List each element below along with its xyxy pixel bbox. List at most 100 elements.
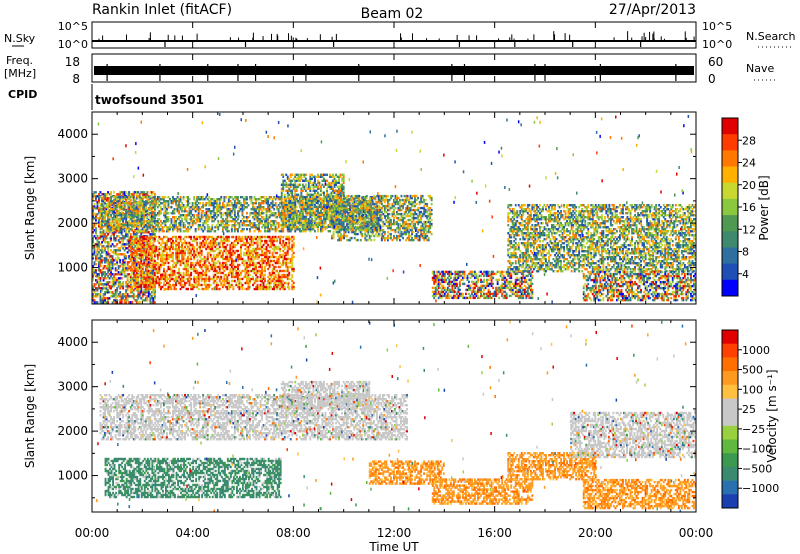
power-cell bbox=[176, 241, 179, 245]
power-cell bbox=[176, 275, 179, 279]
power-cell bbox=[141, 214, 144, 217]
power-cell bbox=[199, 275, 202, 279]
power-cell bbox=[298, 222, 301, 225]
power-cell bbox=[187, 269, 189, 273]
power-cell bbox=[212, 263, 215, 267]
power-cell bbox=[224, 273, 227, 277]
power-cell bbox=[246, 269, 248, 273]
power-cell bbox=[274, 196, 277, 199]
power-cell bbox=[147, 273, 150, 277]
power-cell bbox=[155, 198, 158, 201]
power-cell bbox=[200, 226, 203, 229]
power-cell bbox=[117, 230, 120, 233]
power-cell bbox=[113, 277, 115, 280]
power-cell bbox=[291, 267, 294, 271]
power-cell bbox=[271, 251, 274, 255]
power-cell bbox=[96, 259, 99, 262]
power-cell bbox=[160, 237, 162, 241]
power-cell bbox=[194, 230, 197, 233]
power-cell bbox=[95, 219, 97, 222]
power-cell bbox=[233, 222, 236, 225]
power-cell bbox=[197, 261, 200, 265]
power-cell bbox=[241, 206, 244, 209]
power-cell bbox=[255, 237, 257, 241]
power-cell bbox=[169, 283, 171, 287]
power-cell bbox=[170, 277, 173, 281]
power-cell bbox=[230, 226, 233, 229]
power-cell bbox=[178, 212, 180, 215]
power-cell bbox=[170, 241, 173, 245]
power-cell bbox=[262, 216, 265, 219]
power-cell bbox=[116, 218, 119, 221]
power-cell bbox=[140, 239, 143, 242]
power-cell bbox=[259, 263, 262, 267]
power-cell bbox=[196, 208, 199, 211]
power-cell bbox=[268, 237, 271, 241]
power-cell bbox=[95, 263, 97, 266]
power-cell bbox=[252, 261, 254, 265]
power-cell bbox=[268, 283, 271, 287]
power-cell bbox=[96, 249, 99, 252]
power-cell bbox=[190, 235, 193, 239]
power-cell bbox=[218, 253, 221, 257]
power-cell bbox=[223, 198, 226, 201]
power-cell bbox=[190, 255, 193, 259]
power-cell bbox=[181, 210, 183, 213]
power-cell bbox=[202, 210, 205, 213]
power-cell bbox=[190, 267, 193, 271]
power-cell bbox=[131, 295, 134, 298]
power-cell bbox=[223, 277, 226, 281]
power-cell bbox=[164, 220, 167, 223]
power-cell bbox=[185, 243, 188, 247]
power-cell bbox=[230, 263, 233, 267]
power-cell bbox=[95, 289, 97, 292]
power-cell bbox=[122, 243, 125, 246]
power-cell bbox=[179, 281, 182, 285]
power-cell bbox=[246, 228, 248, 231]
power-cell bbox=[146, 279, 149, 282]
power-cell bbox=[235, 204, 238, 207]
power-cell bbox=[144, 214, 147, 217]
power-cell bbox=[105, 277, 108, 280]
power-cell bbox=[117, 271, 120, 274]
power-cell bbox=[282, 249, 285, 253]
power-cell bbox=[324, 204, 327, 207]
power-cell bbox=[141, 208, 144, 211]
power-cell bbox=[215, 271, 218, 275]
power-cell bbox=[188, 224, 191, 227]
power-cell bbox=[153, 203, 156, 206]
power-cell bbox=[223, 257, 226, 261]
power-cell bbox=[286, 273, 289, 277]
power-cell bbox=[208, 230, 211, 233]
power-cell bbox=[107, 247, 109, 250]
power-cell bbox=[237, 255, 239, 259]
power-cell bbox=[96, 213, 99, 216]
power-cell bbox=[143, 208, 146, 211]
freq-tick-top: 18 bbox=[65, 55, 80, 69]
power-cell bbox=[286, 228, 289, 231]
power-cell bbox=[256, 243, 259, 247]
power-cell bbox=[123, 214, 126, 217]
power-cell bbox=[108, 269, 111, 272]
power-cell bbox=[116, 206, 119, 209]
power-cell bbox=[99, 228, 102, 231]
power-cell bbox=[336, 206, 339, 209]
power-cell bbox=[143, 196, 146, 199]
power-cell bbox=[320, 228, 322, 231]
power-cell bbox=[99, 191, 102, 194]
power-cell bbox=[255, 200, 257, 203]
power-cell bbox=[261, 210, 263, 213]
power-cell bbox=[301, 216, 304, 219]
power-cell bbox=[153, 220, 156, 223]
power-cell bbox=[230, 247, 233, 251]
power-cell bbox=[131, 196, 134, 199]
power-cell bbox=[179, 239, 182, 243]
power-cell bbox=[102, 251, 105, 254]
power-cell bbox=[255, 210, 257, 213]
power-cell bbox=[147, 196, 150, 199]
power-cell bbox=[288, 237, 291, 241]
power-cell bbox=[170, 245, 173, 249]
power-cell bbox=[289, 208, 292, 211]
power-cell bbox=[135, 209, 138, 212]
power-cell bbox=[220, 277, 223, 281]
